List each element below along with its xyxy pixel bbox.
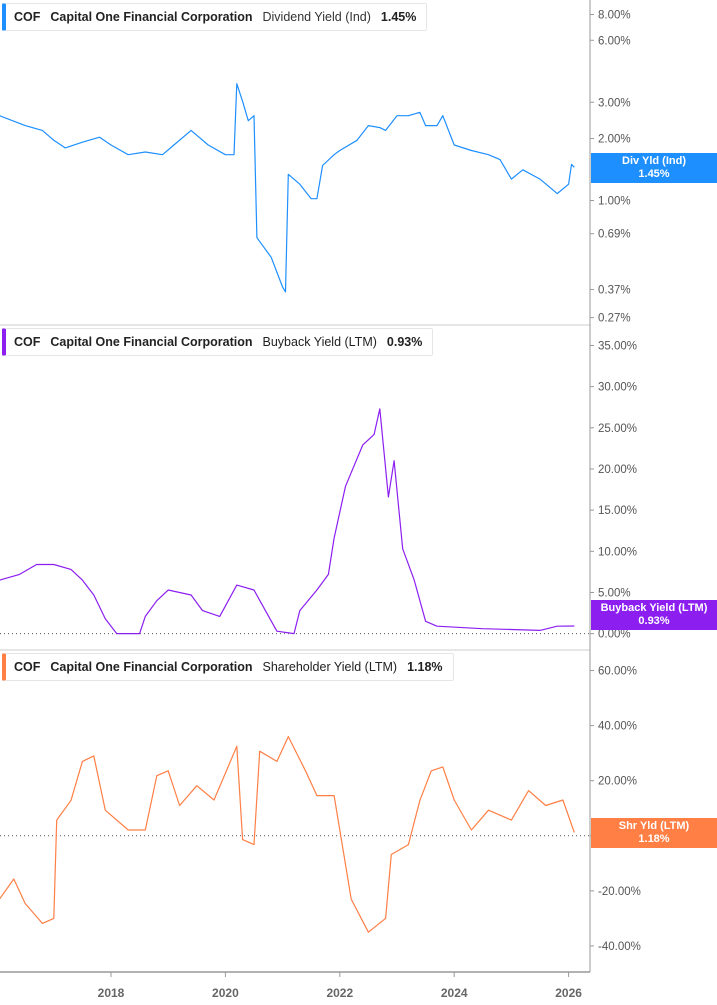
company-name: Capital One Financial Corporation [50, 335, 253, 349]
metric-name: Buyback Yield (LTM) [262, 335, 377, 349]
y-tick-label: 3.00% [598, 97, 631, 109]
x-tick-label: 2024 [441, 986, 468, 1000]
metric-value: 1.45% [380, 10, 417, 24]
ticker: COF [14, 335, 41, 349]
tag-value: 1.45% [638, 168, 670, 180]
y-tick-label: 0.00% [598, 629, 631, 641]
panel-header-dividend: COF Capital One Financial Corporation Di… [2, 3, 428, 31]
y-tick-label: 25.00% [598, 423, 637, 435]
y-tick-label: 0.27% [598, 313, 631, 325]
tag-value: 0.93% [638, 615, 670, 627]
x-tick-label: 2018 [98, 986, 125, 1000]
series-line-0 [0, 83, 575, 293]
y-tick-label: 30.00% [598, 382, 637, 394]
x-tick-label: 2026 [555, 986, 582, 1000]
panel-header-buyback: COF Capital One Financial Corporation Bu… [2, 328, 434, 356]
y-tick-label: 2.00% [598, 134, 631, 146]
metric-name: Dividend Yield (Ind) [262, 10, 371, 24]
y-tick-label: 60.00% [598, 666, 637, 678]
y-tick-label: 0.37% [598, 284, 631, 296]
ticker: COF [14, 660, 41, 674]
metric-value: 1.18% [407, 660, 443, 674]
tag-title: Shr Yld (LTM) [618, 820, 690, 832]
y-tick-label: 35.00% [598, 340, 637, 352]
series-line-1 [0, 408, 575, 635]
ticker: COF [14, 10, 41, 24]
company-name: Capital One Financial Corporation [50, 10, 253, 24]
company-name: Capital One Financial Corporation [50, 660, 253, 674]
panel-header-shareholder: COF Capital One Financial Corporation Sh… [2, 653, 454, 681]
current-value-tag-buyback: Buyback Yield (LTM) 0.93% [591, 600, 717, 630]
metric-value: 0.93% [386, 335, 423, 349]
y-tick-label: 0.69% [598, 229, 631, 241]
current-value-tag-shareholder: Shr Yld (LTM) 1.18% [591, 818, 717, 848]
y-tick-label: -40.00% [598, 941, 641, 953]
y-tick-label: 5.00% [598, 587, 631, 599]
y-tick-label: 6.00% [598, 35, 631, 47]
y-tick-label: 8.00% [598, 10, 631, 22]
series-line-2 [0, 735, 575, 933]
y-tick-label: 20.00% [598, 464, 637, 476]
y-tick-label: 10.00% [598, 546, 637, 558]
y-tick-label: 20.00% [598, 776, 637, 788]
metric-name: Shareholder Yield (LTM) [262, 660, 398, 674]
current-value-tag-dividend: Div Yld (Ind) 1.45% [591, 153, 717, 183]
y-tick-label: 40.00% [598, 721, 637, 733]
y-tick-label: -20.00% [598, 886, 641, 898]
tag-title: Buyback Yield (LTM) [600, 602, 708, 614]
y-tick-label: 15.00% [598, 505, 637, 517]
x-tick-label: 2020 [212, 986, 239, 1000]
x-tick-label: 2022 [326, 986, 353, 1000]
y-tick-label: 1.00% [598, 196, 631, 208]
tag-value: 1.18% [638, 833, 670, 845]
tag-title: Div Yld (Ind) [622, 155, 686, 167]
